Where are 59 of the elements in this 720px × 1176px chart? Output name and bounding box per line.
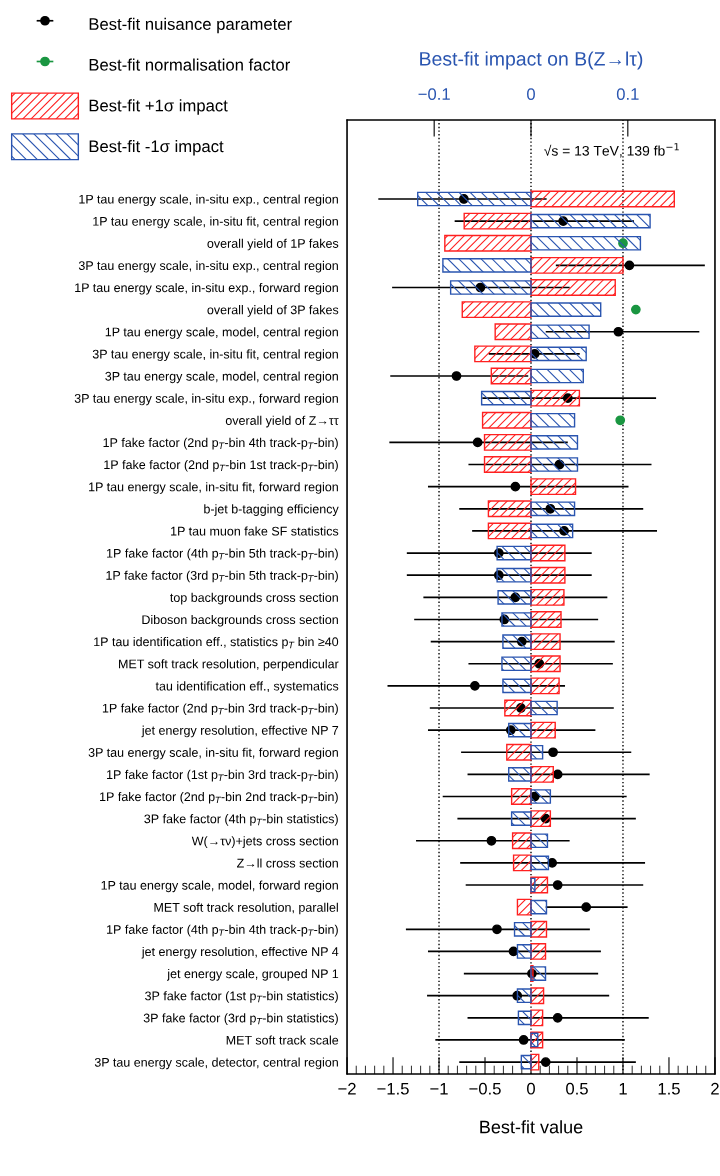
legend-label: Best-fit +1σ impact — [89, 99, 228, 115]
x-tick-label: 1.5 — [658, 1082, 680, 1095]
y-tick-label: Diboson backgrounds cross section — [142, 614, 338, 627]
x2-tick-label: 0.1 — [616, 88, 639, 100]
legend-label: Best-fit normalisation factor — [89, 58, 290, 71]
y-tick-label: 3P tau energy scale, detector, central region — [94, 1057, 338, 1070]
y-tick-label: overall yield of Z→ττ — [225, 415, 339, 428]
y-tick-label: 1P tau energy scale, in-situ exp., central region — [79, 194, 338, 207]
y-tick-label: 3P tau energy scale, in-situ exp., central region — [78, 260, 338, 273]
y-tick-label: b-jet b-tagging efficiency — [204, 504, 339, 516]
y-tick-label: 1P fake factor (4th p$_{T}$-bin 5th track-p$_{T}$-bin) — [107, 548, 338, 561]
x-tick-label: 2 — [711, 1082, 719, 1095]
y-tick-label: 1P tau energy scale, model, forward region — [101, 880, 338, 893]
y-tick-label: MET soft track resolution, parallel — [154, 902, 338, 915]
y-tick-label: 1P fake factor (1st p$_{T}$-bin 3rd track-p$_{T}$-bin) — [107, 769, 338, 782]
y-tick-label: jet energy scale, grouped NP 1 — [167, 969, 339, 981]
y-tick-label: 1P fake factor (2nd p$_{T}$-bin 1st track-p$_{T}$-bin) — [104, 459, 338, 472]
y-tick-label: top backgrounds cross section — [170, 592, 338, 605]
text: √s = 13 TeV, 139 fb$^{−1}$ — [544, 143, 679, 158]
y-tick-label: 1P fake factor (4th p$_{T}$-bin 4th track-p$_{T}$-bin) — [107, 924, 338, 937]
y-tick-label: 1P tau energy scale, in-situ fit, forward region — [89, 482, 338, 494]
y-tick-label: 3P tau energy scale, model, central region — [105, 371, 338, 384]
y-tick-label: 3P fake factor (3rd p$_{T}$-bin statistics) — [143, 1013, 338, 1025]
y-tick-label: 1P fake factor (2nd p$_{T}$-bin 3rd track-p$_{T}$-bin) — [102, 703, 338, 716]
x-tick-label: −1 — [430, 1082, 448, 1095]
y-tick-label: 1P fake factor (2nd p$_{T}$-bin 2nd track-p$_{T}$-bin) — [100, 791, 338, 804]
x-tick-label: 0 — [527, 1082, 535, 1095]
y-tick-label: MET soft track scale — [226, 1035, 339, 1045]
y-tick-label: 3P tau energy scale, in-situ exp., forward region — [74, 393, 338, 406]
x-axis-title: Best-fit value — [480, 1120, 583, 1134]
y-tick-label: jet energy resolution, effective NP 4 — [141, 946, 339, 959]
x2-tick-label: −0.1 — [418, 88, 450, 100]
y-tick-label: MET soft track resolution, perpendicular — [119, 659, 339, 671]
y-tick-label: 3P fake factor (4th p$_{T}$-bin statistics) — [144, 814, 338, 826]
y-tick-label: Z→ll cross section — [237, 858, 338, 868]
y-tick-label: 1P fake factor (3rd p$_{T}$-bin 5th track-p$_{T}$-bin) — [106, 570, 338, 583]
legend-label: Best-fit nuisance parameter — [89, 17, 292, 34]
x-tick-label: 1 — [619, 1082, 627, 1095]
x2-axis-title: Best-fit impact on B(Z→lτ) — [420, 51, 643, 70]
y-tick-label: 3P tau energy scale, in-situ fit, forward region — [88, 747, 338, 760]
x-tick-label: 0.5 — [566, 1082, 588, 1095]
y-tick-label: overall yield of 1P fakes — [207, 238, 339, 251]
y-tick-label: 1P fake factor (2nd p$_{T}$-bin 4th track-p$_{T}$-bin) — [103, 437, 338, 450]
x2-tick-label: 0 — [527, 88, 535, 100]
x-tick-label: −2 — [338, 1082, 356, 1095]
y-tick-label: 1P tau energy scale, in-situ fit, central region — [93, 216, 338, 229]
legend-label: Best-fit -1σ impact — [89, 140, 224, 156]
x-tick-label: −0.5 — [469, 1082, 501, 1095]
y-tick-label: 3P fake factor (1st p$_{T}$-bin statistics) — [145, 991, 338, 1003]
y-tick-label: W(→τν)+jets cross section — [191, 836, 338, 848]
x-tick-label: −1.5 — [377, 1082, 409, 1095]
y-tick-label: overall yield of 3P fakes — [207, 305, 339, 317]
y-tick-label: 1P tau muon fake SF statistics — [171, 526, 339, 536]
y-tick-label: 3P tau energy scale, in-situ fit, central region — [92, 349, 338, 361]
y-tick-label: 1P tau energy scale, model, central region — [105, 327, 338, 339]
y-tick-label: 1P tau energy scale, in-situ exp., forward region — [75, 282, 338, 295]
y-tick-label: jet energy resolution, effective NP 7 — [141, 725, 339, 738]
y-tick-label: 1P tau identification eff., statistics p$_{T}$ bin ≥40 — [94, 637, 339, 649]
y-tick-label: tau identification eff., systematics — [155, 681, 339, 693]
